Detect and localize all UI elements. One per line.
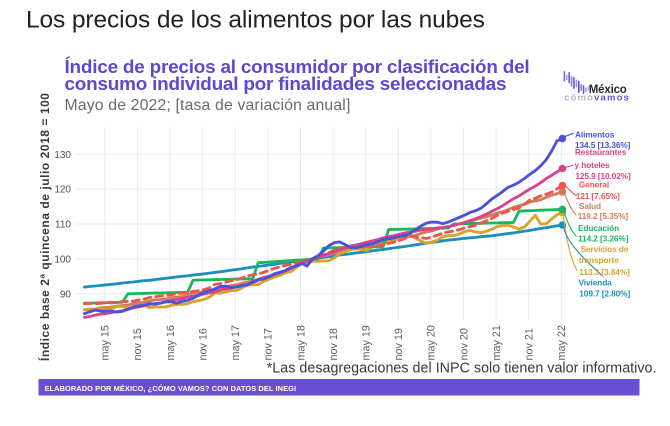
svg-text:General: General <box>579 179 609 189</box>
svg-text:nov 16: nov 16 <box>197 328 209 360</box>
svg-text:134.5 [13.36%]: 134.5 [13.36%] <box>575 140 631 150</box>
svg-text:Salud: Salud <box>579 201 601 211</box>
svg-text:may 17: may 17 <box>230 325 242 360</box>
svg-text:121 [7.65%]: 121 [7.65%] <box>576 191 620 201</box>
svg-text:Vivienda: Vivienda <box>579 277 613 287</box>
svg-text:may 20: may 20 <box>426 325 438 360</box>
svg-text:ELABORADO POR MÉXICO, ¿CÓMO VA: ELABORADO POR MÉXICO, ¿CÓMO VAMOS? CON D… <box>45 384 297 393</box>
svg-text:consumo individual por finalid: consumo individual por finalidades selec… <box>65 74 507 95</box>
svg-text:may 22: may 22 <box>556 325 568 360</box>
svg-text:may 19: may 19 <box>361 325 373 360</box>
svg-text:México: México <box>589 84 627 96</box>
svg-text:130: 130 <box>54 150 71 161</box>
svg-text:100: 100 <box>54 255 71 266</box>
svg-text:Los precios de los alimentos p: Los precios de los alimentos por las nub… <box>26 6 485 33</box>
svg-text:Índice de precios al consumido: Índice de precios al consumidor por clas… <box>65 56 530 78</box>
svg-text:113.3 [3.84%]: 113.3 [3.84%] <box>579 267 630 277</box>
svg-text:Restaurantes: Restaurantes <box>575 147 627 157</box>
svg-text:nov 17: nov 17 <box>263 328 275 360</box>
svg-text:nov 15: nov 15 <box>132 328 144 360</box>
svg-text:Servicios de: Servicios de <box>581 244 629 254</box>
svg-text:114.2 [3.26%]: 114.2 [3.26%] <box>578 234 629 244</box>
svg-text:Educación: Educación <box>578 223 619 233</box>
svg-text:may 15: may 15 <box>100 325 112 360</box>
svg-text:cómovamos: cómovamos <box>564 93 630 104</box>
svg-text:Alimentos: Alimentos <box>575 129 615 139</box>
svg-text:y hoteles: y hoteles <box>575 160 611 170</box>
svg-text:nov 21: nov 21 <box>524 328 536 360</box>
svg-text:109.7 [2.80%]: 109.7 [2.80%] <box>579 288 630 298</box>
svg-text:may 21: may 21 <box>491 325 503 360</box>
svg-text:transporte: transporte <box>579 255 620 265</box>
svg-text:nov 19: nov 19 <box>393 328 405 360</box>
svg-text:Mayo de 2022; [tasa de variaci: Mayo de 2022; [tasa de variación anual] <box>65 97 351 114</box>
svg-text:125.9 [10.02%]: 125.9 [10.02%] <box>575 171 631 181</box>
svg-text:110: 110 <box>55 220 71 231</box>
svg-text:90: 90 <box>60 289 72 300</box>
svg-text:nov 20: nov 20 <box>458 328 470 360</box>
svg-text:nov 18: nov 18 <box>328 328 340 360</box>
svg-text:120: 120 <box>54 185 71 196</box>
svg-text:119.2 [5.35%]: 119.2 [5.35%] <box>578 211 629 221</box>
svg-text:*Las desagregaciones del INPC: *Las desagregaciones del INPC solo tiene… <box>267 361 657 377</box>
svg-text:may 18: may 18 <box>295 325 307 360</box>
svg-text:Índice base 2ª quincena de jul: Índice base 2ª quincena de julio 2018 = … <box>37 92 52 361</box>
svg-text:may 16: may 16 <box>165 325 177 360</box>
